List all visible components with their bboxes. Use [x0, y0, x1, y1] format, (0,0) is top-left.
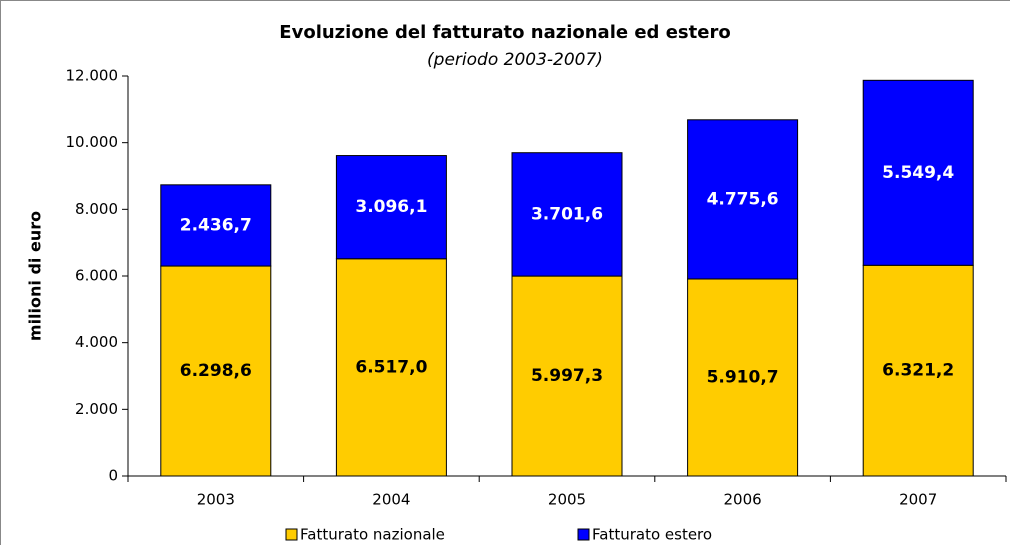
- x-tick-label: 2004: [372, 491, 410, 509]
- bar-segment: [862, 264, 974, 477]
- chart-title: Evoluzione del fatturato nazionale ed es…: [279, 22, 730, 43]
- bar-segment: [687, 119, 799, 280]
- bar-segment: [335, 155, 447, 260]
- bar-segment: [511, 275, 623, 477]
- value-label: 6.321,2: [882, 361, 954, 381]
- x-tick-label: 2005: [548, 491, 586, 509]
- y-tick-label: 8.000: [75, 200, 118, 218]
- legend-swatch: [285, 528, 298, 541]
- value-label: 3.096,1: [355, 197, 427, 217]
- y-axis-label: milioni di euro: [26, 211, 45, 341]
- x-tick-label: 2007: [899, 491, 937, 509]
- legend-swatch: [577, 528, 590, 541]
- value-label: 6.298,6: [180, 361, 252, 381]
- y-tick-label: 12.000: [66, 67, 119, 85]
- x-tick-label: 2006: [724, 491, 762, 509]
- bar-segment: [160, 184, 272, 267]
- value-label: 5.997,3: [531, 366, 603, 386]
- value-label: 5.910,7: [707, 367, 779, 387]
- bar-segment: [862, 79, 974, 266]
- y-tick-label: 2.000: [75, 400, 118, 418]
- y-tick-label: 4.000: [75, 333, 118, 351]
- y-tick-label: 10.000: [66, 133, 119, 151]
- legend-label: Fatturato nazionale: [300, 526, 445, 544]
- bar-segment: [335, 258, 447, 477]
- y-tick-label: 0: [108, 467, 118, 485]
- y-tick-label: 6.000: [75, 267, 118, 285]
- bar-segment: [687, 278, 799, 477]
- value-label: 2.436,7: [180, 215, 252, 235]
- value-label: 3.701,6: [531, 204, 603, 224]
- value-label: 4.775,6: [707, 189, 779, 209]
- chart-subtitle: (periodo 2003-2007): [427, 50, 603, 70]
- x-tick-label: 2003: [197, 491, 235, 509]
- bar-segment: [511, 152, 623, 277]
- legend-label: Fatturato estero: [592, 526, 712, 544]
- value-label: 6.517,0: [355, 357, 427, 377]
- value-label: 5.549,4: [882, 163, 954, 183]
